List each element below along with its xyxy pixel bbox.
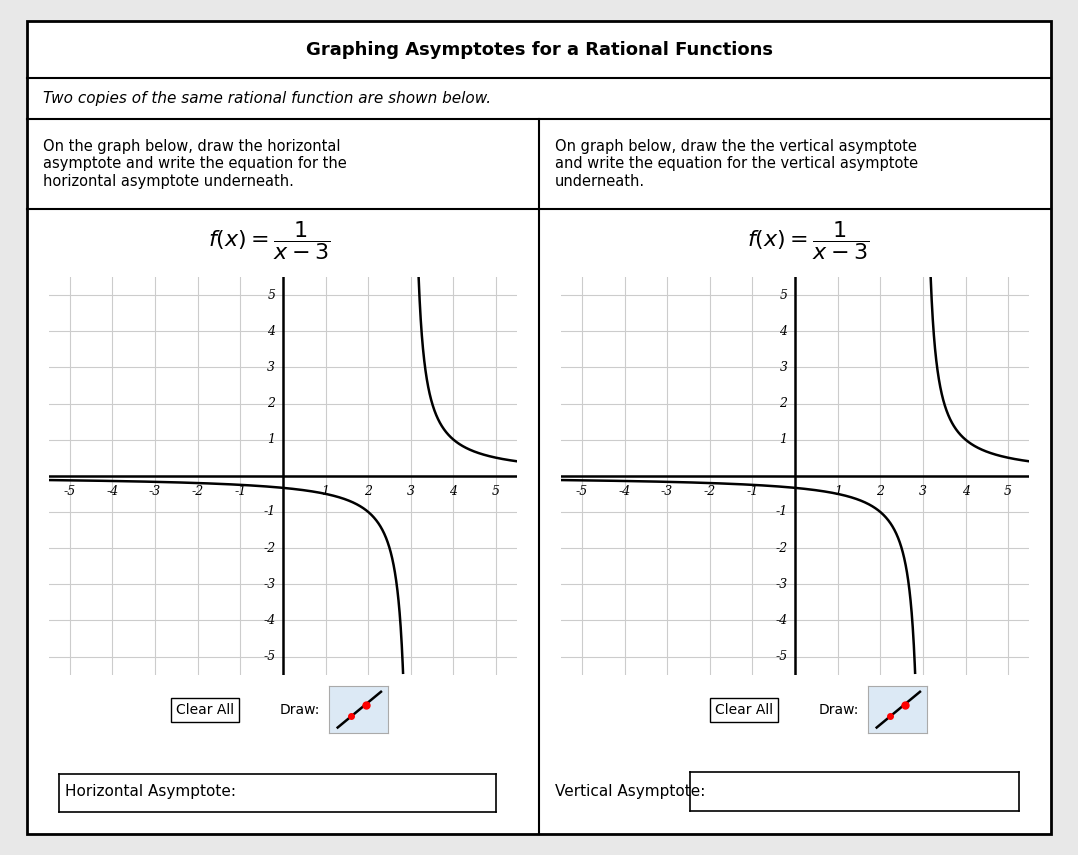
Text: -5: -5 [576, 485, 588, 498]
Text: 3: 3 [267, 361, 275, 374]
Text: Draw:: Draw: [279, 703, 320, 716]
Text: 3: 3 [779, 361, 787, 374]
Text: -5: -5 [775, 650, 787, 663]
Text: -1: -1 [263, 505, 275, 518]
Text: 1: 1 [267, 433, 275, 446]
Text: On the graph below, draw the horizontal
asymptote and write the equation for the: On the graph below, draw the horizontal … [43, 139, 347, 189]
Text: Horizontal Asymptote:: Horizontal Asymptote: [66, 784, 236, 799]
Text: 2: 2 [267, 397, 275, 410]
Text: -5: -5 [64, 485, 75, 498]
Text: 4: 4 [450, 485, 457, 498]
Text: -1: -1 [775, 505, 787, 518]
Text: 5: 5 [1005, 485, 1012, 498]
Text: -2: -2 [263, 541, 275, 555]
Text: Graphing Asymptotes for a Rational Functions: Graphing Asymptotes for a Rational Funct… [305, 40, 773, 59]
Text: 2: 2 [364, 485, 372, 498]
Text: -1: -1 [746, 485, 759, 498]
Text: -4: -4 [263, 614, 275, 627]
Text: -1: -1 [234, 485, 247, 498]
Text: 5: 5 [493, 485, 500, 498]
Text: -2: -2 [775, 541, 787, 555]
Text: On graph below, draw the the vertical asymptote
and write the equation for the v: On graph below, draw the the vertical as… [555, 139, 918, 189]
Text: 1: 1 [779, 433, 787, 446]
Text: 1: 1 [321, 485, 330, 498]
Text: -3: -3 [263, 578, 275, 591]
Text: -3: -3 [775, 578, 787, 591]
Text: 4: 4 [267, 325, 275, 338]
Text: -2: -2 [704, 485, 716, 498]
Text: 4: 4 [779, 325, 787, 338]
Text: -4: -4 [107, 485, 119, 498]
Text: Draw:: Draw: [818, 703, 859, 716]
Text: $f(x) = \dfrac{1}{x - 3}$: $f(x) = \dfrac{1}{x - 3}$ [747, 219, 870, 262]
Text: Vertical Asymptote:: Vertical Asymptote: [555, 784, 705, 799]
Text: -4: -4 [775, 614, 787, 627]
Text: Clear All: Clear All [176, 703, 234, 716]
Text: 3: 3 [918, 485, 927, 498]
Text: 5: 5 [267, 289, 275, 302]
Text: -4: -4 [619, 485, 631, 498]
Text: -3: -3 [661, 485, 674, 498]
Text: 5: 5 [779, 289, 787, 302]
Text: 1: 1 [833, 485, 842, 498]
Text: 2: 2 [779, 397, 787, 410]
Text: 3: 3 [406, 485, 415, 498]
Text: -3: -3 [149, 485, 162, 498]
Text: 4: 4 [962, 485, 969, 498]
Text: Two copies of the same rational function are shown below.: Two copies of the same rational function… [43, 91, 492, 106]
Text: -2: -2 [192, 485, 204, 498]
Text: $f(x) = \dfrac{1}{x - 3}$: $f(x) = \dfrac{1}{x - 3}$ [208, 219, 331, 262]
Text: Clear All: Clear All [715, 703, 773, 716]
Text: -5: -5 [263, 650, 275, 663]
Text: 2: 2 [876, 485, 884, 498]
